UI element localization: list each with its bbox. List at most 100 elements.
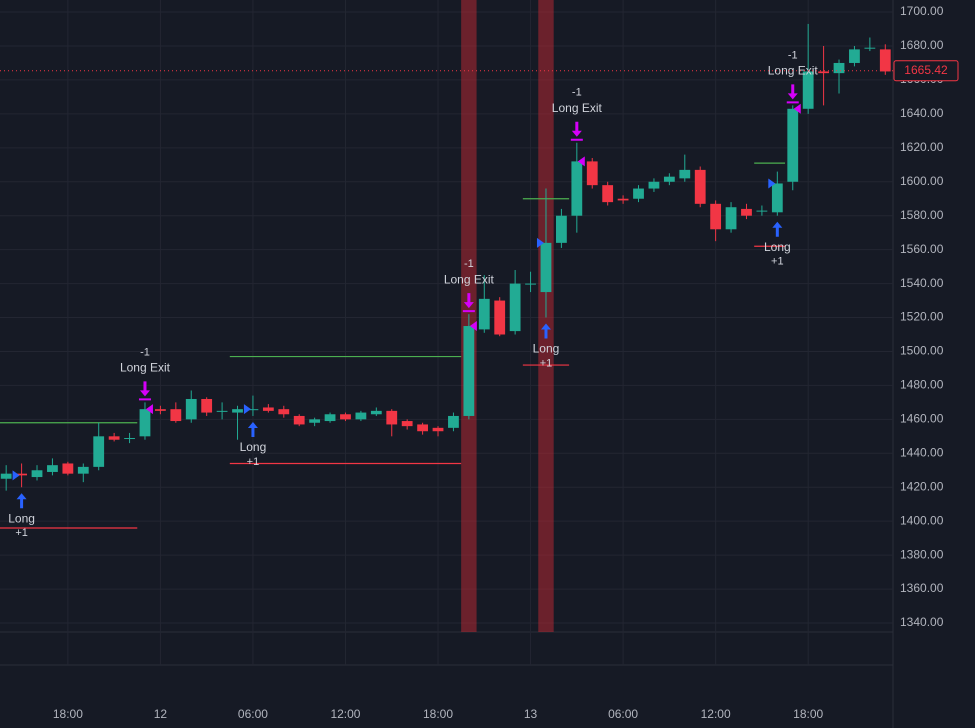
candle-body [77,466,89,474]
entry-marker [243,404,251,415]
candle-body [0,473,12,479]
signal-qty: -1 [788,49,798,61]
candle-body [525,283,536,285]
candle-body [432,427,444,432]
entry-arrow [772,221,783,237]
exit-marker [469,321,477,332]
y-tick-label: 1440.00 [900,445,944,459]
signal-label: Long Exit [552,101,603,115]
candle-body [401,421,413,427]
y-tick-label: 1400.00 [900,513,944,527]
y-tick-label: 1500.00 [900,344,944,358]
y-tick-label: 1460.00 [900,412,944,426]
x-tick-label: 13 [524,707,538,721]
signal-qty: -1 [572,87,582,99]
candle-body [278,409,290,415]
signal-qty: +1 [15,527,28,539]
signal-qty: -1 [140,346,150,358]
entry-marker [536,237,544,248]
candle-body [802,71,814,109]
last-price-box [893,60,959,82]
y-tick-label: 1340.00 [900,615,944,629]
candle-body [478,298,490,330]
signal-qty: -1 [464,258,474,270]
candle-body [509,283,521,332]
candle-body [463,326,475,416]
candle-body [617,198,629,201]
y-tick-label: 1600.00 [900,174,944,188]
candle-body [170,409,182,422]
candle-body [818,71,829,74]
y-tick-label: 1620.00 [900,140,944,154]
candle-body [586,161,598,186]
candle-body [31,470,43,478]
candle-body [448,415,459,428]
exit-arrow [570,121,583,141]
candle-body [540,242,552,293]
candle-body [340,414,351,420]
exit-marker [793,103,801,114]
signal-label: Long Exit [120,361,171,375]
candle-body [494,300,506,335]
candle-body [556,215,567,243]
candle-body [155,409,166,411]
candle-body [725,207,737,230]
signal-qty: +1 [247,456,260,468]
y-tick-label: 1580.00 [900,208,944,222]
exit-marker [145,404,153,415]
signal-label: Long [8,511,35,525]
candle-body [324,414,336,422]
candle-body [864,47,876,49]
candle-body [139,409,151,437]
x-tick-label: 06:00 [238,707,268,721]
last-price-label: 1665.42 [904,63,948,77]
candle-body [201,398,213,413]
x-tick-label: 12:00 [330,707,360,721]
candle-body [62,463,74,474]
y-tick-label: 1640.00 [900,106,944,120]
exit-arrow [462,293,475,313]
y-tick-label: 1680.00 [900,38,944,52]
candle-body [741,208,752,216]
candle-body [185,398,197,420]
x-tick-label: 12:00 [701,707,731,721]
x-tick-label: 18:00 [793,707,823,721]
x-tick-label: 06:00 [608,707,638,721]
y-tick-label: 1520.00 [900,310,944,324]
entry-marker [768,178,776,189]
candle-body [232,409,243,413]
candle-body [93,436,105,467]
x-tick-label: 18:00 [53,707,83,721]
candle-body [108,436,120,440]
candle-body [648,181,660,189]
candle-body [216,410,228,412]
candle-body [571,161,583,216]
y-tick-label: 1360.00 [900,581,944,595]
y-tick-label: 1480.00 [900,378,944,392]
candle-body [417,424,428,432]
candle-body [309,419,321,423]
candle-body [633,188,644,199]
exit-marker [577,156,585,167]
signal-label: Long [764,240,791,254]
signal-label: Long [240,440,267,454]
candle-body [710,203,722,230]
candle-body [694,169,706,204]
candle-body [370,410,382,415]
candle-body [247,409,259,411]
candle-body [47,465,58,472]
signal-qty: +1 [540,357,553,369]
entry-marker [12,470,20,481]
candle-body [787,108,799,182]
candle-body [16,473,27,476]
signal-label: Long [533,342,560,356]
candle-body [663,176,675,182]
candle-body [602,185,614,203]
candle-body [679,169,691,179]
candle-body [833,62,845,74]
y-tick-label: 1700.00 [900,4,944,18]
entry-arrow [16,493,27,509]
y-tick-label: 1540.00 [900,276,944,290]
